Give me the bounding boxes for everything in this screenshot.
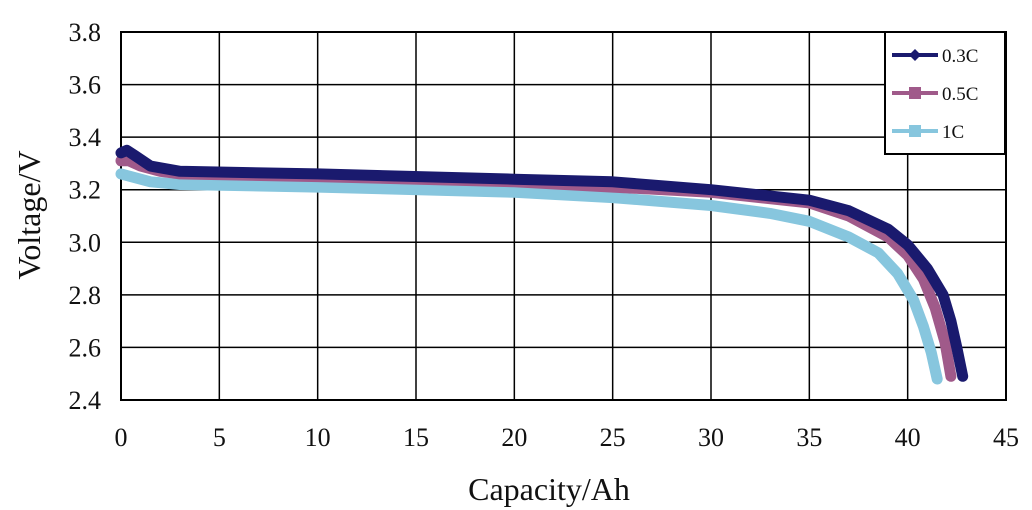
x-tick-label: 25 (600, 423, 626, 452)
x-tick-label: 15 (403, 423, 429, 452)
legend-marker-0.3C (909, 49, 921, 61)
legend-label-0.3C: 0.3C (942, 46, 978, 67)
y-tick-label: 2.6 (69, 333, 102, 362)
y-axis-title: Voltage/V (11, 150, 47, 279)
x-tick-label: 20 (501, 423, 527, 452)
y-tick-label: 3.4 (69, 123, 102, 152)
legend-marker-0.5C (909, 87, 921, 99)
x-tick-label: 40 (895, 423, 921, 452)
plot-frame (120, 31, 1007, 401)
y-tick-label: 3.2 (69, 176, 102, 205)
legend-label-0.5C: 0.5C (942, 84, 978, 105)
x-tick-label: 30 (698, 423, 724, 452)
y-tick-label: 2.4 (69, 386, 102, 415)
x-tick-label: 10 (305, 423, 331, 452)
series-lines (115, 144, 969, 385)
series-line-0.3C (115, 144, 969, 382)
x-tick-label: 5 (213, 423, 226, 452)
y-tick-label: 2.8 (69, 281, 102, 310)
y-tick-label: 3.8 (69, 18, 102, 47)
x-tick-label: 35 (796, 423, 822, 452)
legend-marker-1C (909, 125, 921, 137)
series-line-1C (115, 168, 943, 385)
y-tick-label: 3.6 (69, 71, 102, 100)
legend-label-1C: 1C (942, 122, 964, 143)
y-tick-label: 3.0 (69, 228, 102, 257)
x-tick-label: 0 (115, 423, 128, 452)
legend: 0.3C 0.5C 1C (884, 31, 1006, 155)
x-axis-title: Capacity/Ah (468, 471, 630, 507)
x-tick-label: 45 (993, 423, 1019, 452)
grid (120, 31, 1007, 401)
tick-labels: 0 5 10 15 20 25 30 35 40 45 2.4 2.6 2.8 3.0 3.2 3.4 3.6 3… (69, 18, 1020, 452)
